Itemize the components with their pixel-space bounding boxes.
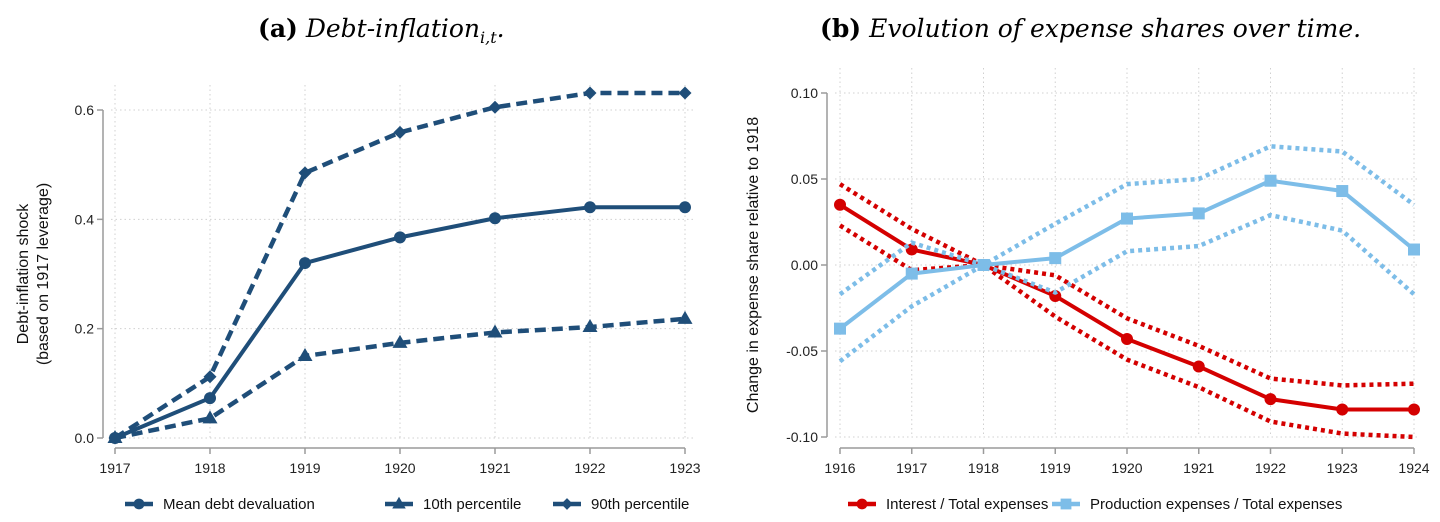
- chart-a-point-10th-percentile: [392, 334, 408, 348]
- panel-a-title: (a) Debt-inflationi,t.: [258, 14, 505, 47]
- chart-b-point-interest-total-expenses: [834, 198, 846, 211]
- chart-b-point-interest-total-expenses: [1121, 332, 1133, 345]
- chart-a-point-10th-percentile: [297, 348, 313, 361]
- chart-b-x-tick-label: 1924: [1398, 460, 1429, 476]
- chart-b-series-production-expenses-total-expenses: [838, 178, 1416, 331]
- chart-b-x-tick-label: 1923: [1327, 460, 1358, 476]
- chart-a-x-tick-label: 1920: [384, 460, 415, 476]
- chart-b-legend-label-interest-total-expenses: Interest / Total expenses: [886, 496, 1048, 513]
- chart-b-series-production-ci-upper: [838, 144, 1416, 297]
- chart-a-y-axis-label: (based on 1917 leverage): [35, 183, 52, 365]
- chart-b-x-tick-label: 1921: [1183, 460, 1214, 476]
- chart-a-legend-label-10th-percentile: 10th percentile: [423, 496, 521, 513]
- chart-b-series-interest-ci-lower: [838, 223, 1415, 440]
- chart-b-point-production-expenses-total-expenses: [1121, 212, 1133, 225]
- chart-a-point-mean-debt-devaluation: [489, 212, 501, 225]
- chart-a-legend-label-mean-debt-devaluation: Mean debt devaluation: [163, 496, 315, 513]
- chart-b-legend-marker-production-expenses-total-expenses: [1060, 498, 1072, 510]
- chart-a-x-tick-label: 1917: [99, 460, 130, 476]
- chart-a-point-10th-percentile: [677, 310, 693, 324]
- chart-b-point-production-expenses-total-expenses: [905, 267, 918, 280]
- chart-a-point-mean-debt-devaluation: [394, 231, 406, 244]
- chart-b-y-tick-label: -0.10: [786, 429, 818, 445]
- chart-a-point-90th-percentile: [488, 100, 502, 114]
- panel-a-title-text: Debt-inflation: [305, 14, 481, 43]
- chart-b-point-production-expenses-total-expenses: [1192, 207, 1205, 220]
- chart-a-legend-marker-10th-percentile: [392, 496, 406, 509]
- chart-b-series-production-ci-lower: [838, 212, 1416, 364]
- chart-b-point-production-expenses-total-expenses: [834, 322, 846, 335]
- chart-b-x-tick-label: 1919: [1040, 460, 1071, 476]
- chart-b-legend-marker-interest-total-expenses: [856, 498, 868, 510]
- chart-b-point-interest-total-expenses: [1264, 393, 1277, 406]
- chart-a-x-tick-label: 1921: [479, 460, 510, 476]
- chart-a-point-90th-percentile: [583, 86, 597, 100]
- chart-a-y-tick-label: 0.4: [75, 211, 95, 227]
- chart-a-point-mean-debt-devaluation: [584, 201, 596, 214]
- chart-a-x-tick-label: 1919: [289, 460, 320, 476]
- chart-b-x-tick-label: 1917: [896, 460, 927, 476]
- chart-a-legend-label-90th-percentile: 90th percentile: [591, 496, 689, 513]
- chart-b-y-tick-label: -0.05: [786, 343, 818, 359]
- chart-b-point-interest-total-expenses: [1408, 403, 1420, 416]
- chart-a-point-90th-percentile: [678, 86, 692, 100]
- panel-b-tag: (b): [820, 14, 862, 43]
- chart-a-y-tick-label: 0.0: [75, 430, 95, 446]
- chart-b-series-interest-ci-upper: [838, 182, 1415, 388]
- chart-a-point-10th-percentile: [582, 319, 598, 333]
- chart-b-point-production-expenses-total-expenses: [1408, 243, 1420, 256]
- chart-b-y-tick-label: 0.10: [791, 85, 818, 101]
- chart-a-x-tick-label: 1923: [669, 460, 700, 476]
- chart-b-x-tick-label: 1922: [1255, 460, 1286, 476]
- chart-a-point-90th-percentile: [108, 431, 122, 445]
- chart-a-legend-marker-mean-debt-devaluation: [133, 498, 145, 510]
- chart-a-point-90th-percentile: [203, 370, 217, 384]
- chart-a-y-tick-label: 0.6: [75, 102, 95, 118]
- chart-b-point-production-expenses-total-expenses: [1264, 174, 1277, 187]
- chart-b-point-production-expenses-total-expenses: [1049, 252, 1062, 265]
- chart-a-point-mean-debt-devaluation: [299, 257, 311, 270]
- chart-a-y-tick-label: 0.2: [75, 321, 95, 337]
- panel-b-title-text: Evolution of expense shares over time.: [869, 14, 1362, 43]
- chart-b-x-tick-label: 1918: [968, 460, 999, 476]
- chart-a-point-90th-percentile: [298, 166, 312, 180]
- chart-a-point-10th-percentile: [202, 410, 218, 424]
- chart-a-legend-marker-90th-percentile: [561, 498, 573, 510]
- chart-b-y-tick-label: 0.05: [791, 171, 818, 187]
- chart-a-y-axis-label: Debt-inflation shock: [15, 203, 32, 345]
- chart-b-point-interest-total-expenses: [1336, 403, 1349, 416]
- chart-b-point-interest-total-expenses: [1192, 360, 1205, 373]
- panel-b-title: (b) Evolution of expense shares over tim…: [820, 14, 1361, 43]
- chart-b-y-tick-label: 0.00: [791, 257, 818, 273]
- chart-a-x-tick-label: 1918: [194, 460, 225, 476]
- chart-b-y-axis-label: Change in expense share relative to 1918: [745, 117, 762, 413]
- chart-b-x-tick-label: 1920: [1111, 460, 1142, 476]
- chart-a-point-10th-percentile: [487, 324, 503, 338]
- chart-a-point-90th-percentile: [393, 125, 407, 139]
- chart-a-point-mean-debt-devaluation: [204, 392, 216, 405]
- chart-a-point-mean-debt-devaluation: [679, 201, 691, 214]
- chart-b-x-tick-label: 1916: [824, 460, 855, 476]
- chart-a-x-tick-label: 1922: [574, 460, 605, 476]
- panel-a-suffix: .: [496, 14, 505, 43]
- panel-a-subscript: i,t: [480, 28, 497, 47]
- chart-b-point-interest-total-expenses: [1049, 289, 1062, 302]
- chart-b-legend-label-production-expenses-total-expenses: Production expenses / Total expenses: [1090, 496, 1342, 513]
- panel-a-tag: (a): [258, 14, 298, 43]
- chart-b-point-production-expenses-total-expenses: [1336, 185, 1349, 198]
